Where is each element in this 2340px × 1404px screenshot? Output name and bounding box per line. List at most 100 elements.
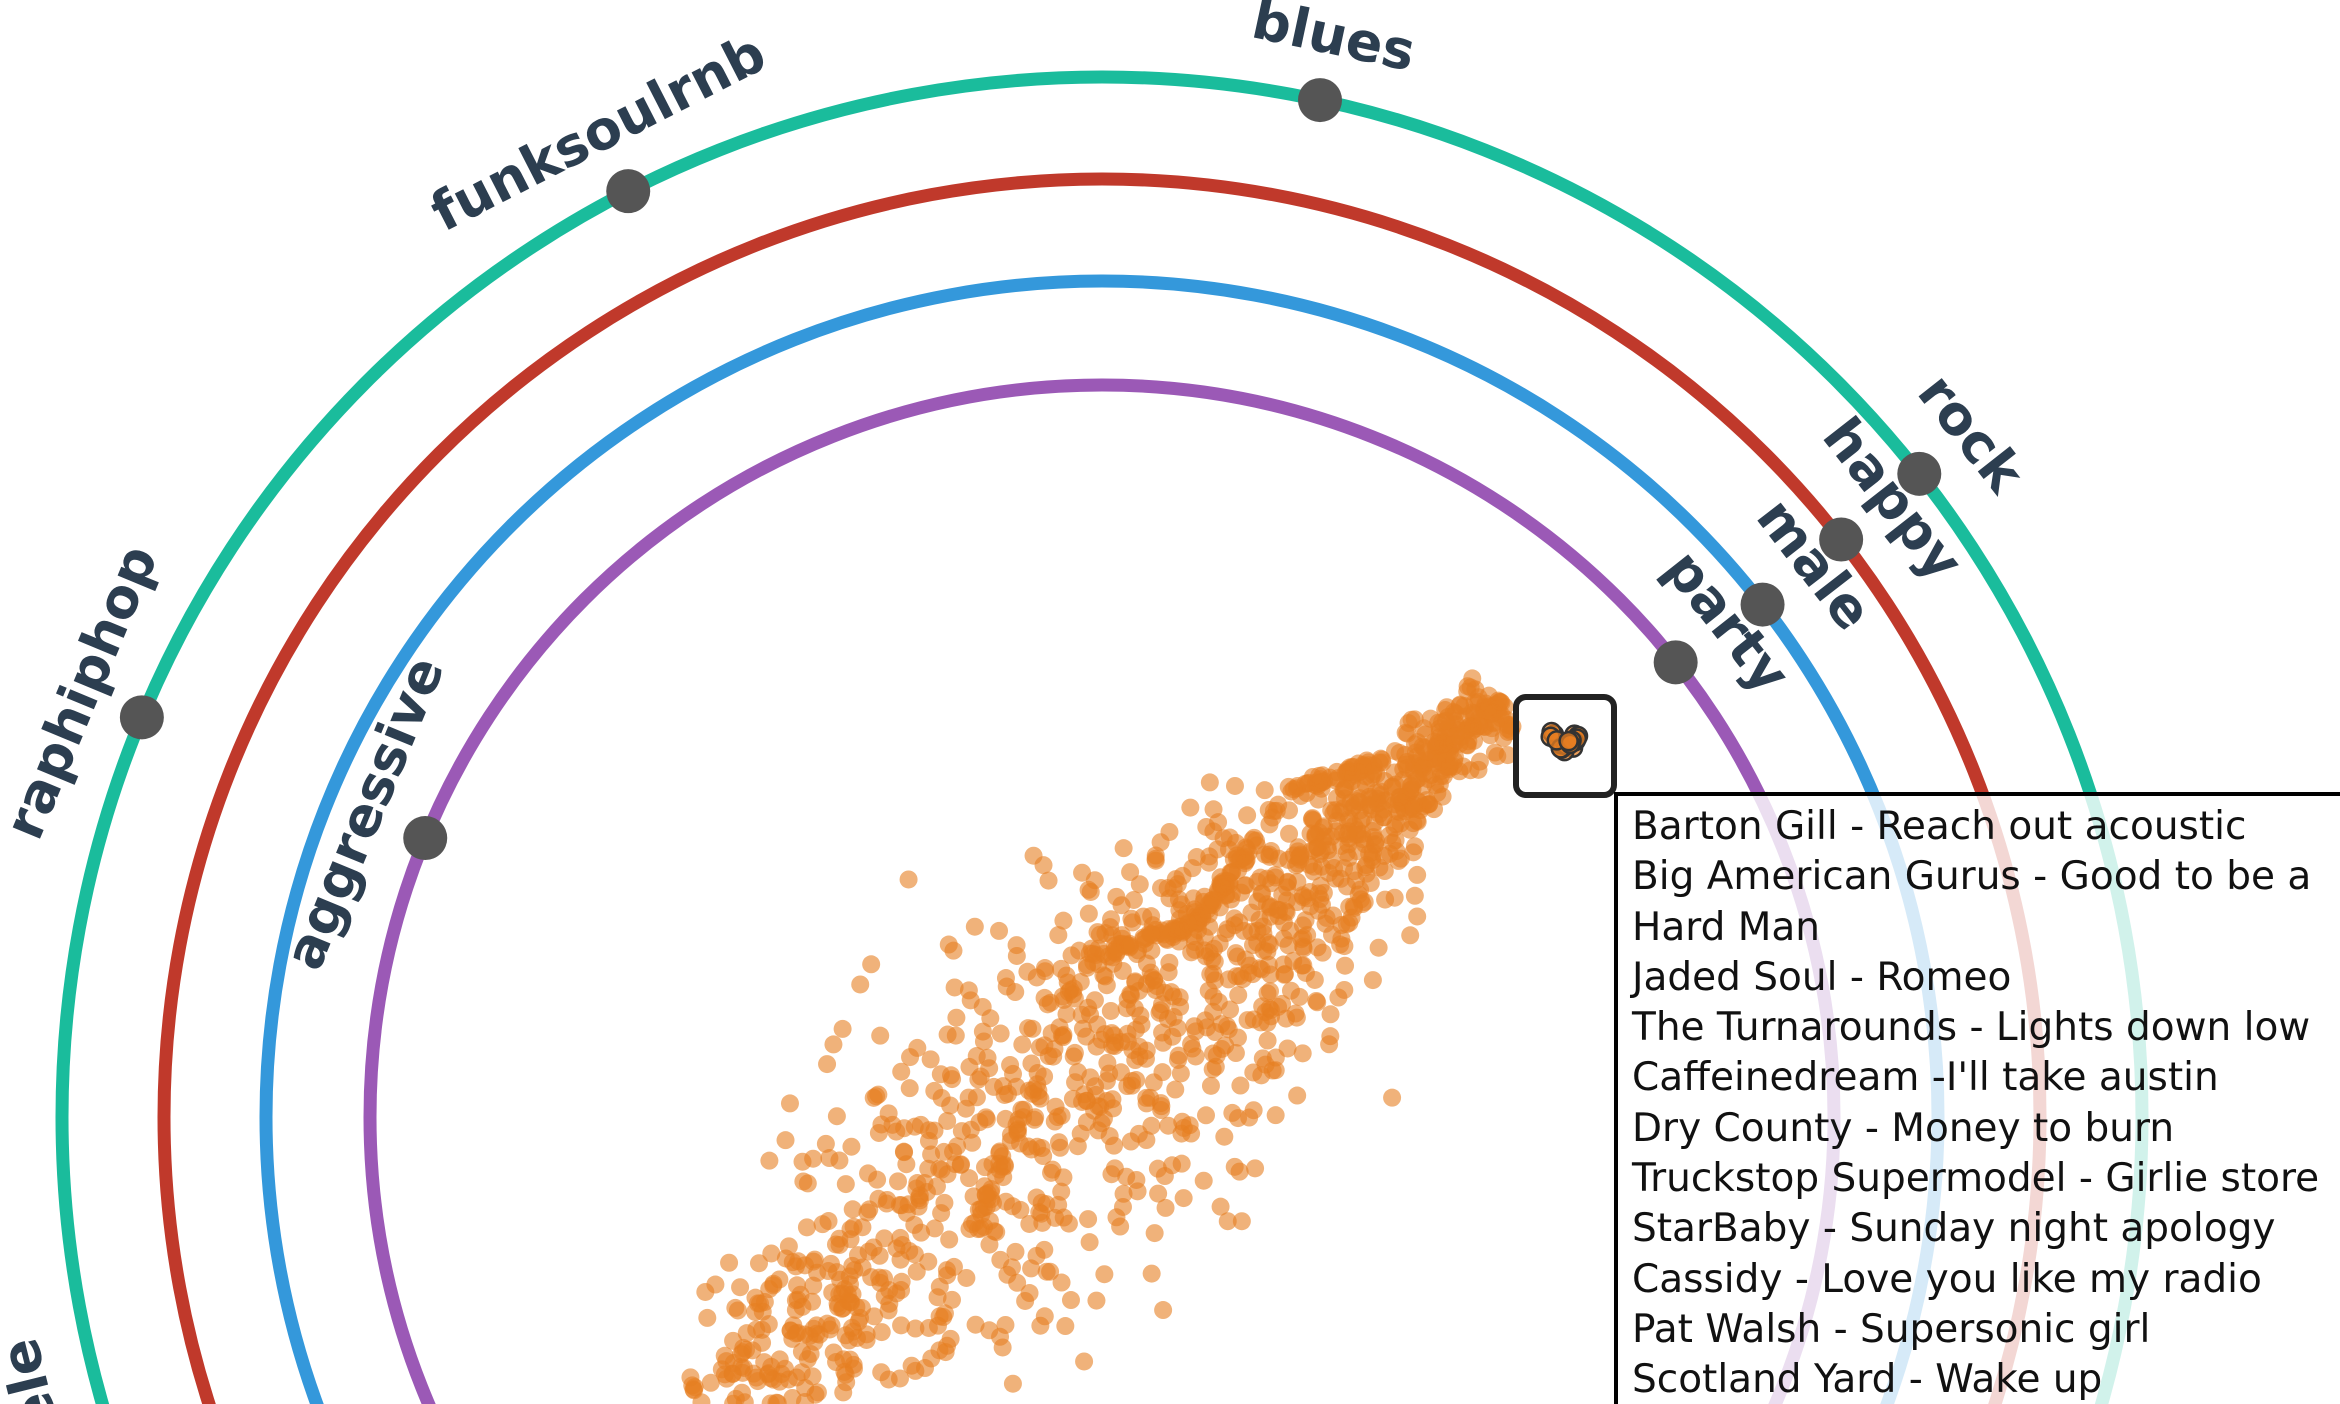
song-point[interactable]: [908, 1038, 927, 1057]
song-point[interactable]: [1321, 1005, 1340, 1024]
song-point[interactable]: [976, 1185, 995, 1204]
song-point[interactable]: [1107, 887, 1126, 906]
tag-handle[interactable]: [606, 169, 651, 214]
song-point[interactable]: [1173, 866, 1192, 885]
song-point[interactable]: [934, 1142, 953, 1161]
song-point[interactable]: [1065, 1043, 1084, 1062]
song-point[interactable]: [942, 1290, 961, 1309]
song-point[interactable]: [1280, 824, 1299, 843]
song-point[interactable]: [1051, 1138, 1070, 1157]
song-point[interactable]: [1008, 1273, 1027, 1292]
song-point[interactable]: [1152, 1097, 1171, 1116]
song-point[interactable]: [1421, 709, 1440, 728]
song-point[interactable]: [872, 1323, 891, 1342]
tag-handle[interactable]: [1653, 640, 1698, 685]
song-point[interactable]: [1156, 1198, 1175, 1217]
song-point[interactable]: [1403, 780, 1422, 799]
song-point[interactable]: [1488, 747, 1507, 766]
song-point[interactable]: [946, 1026, 965, 1045]
song-point[interactable]: [906, 1319, 925, 1338]
song-point[interactable]: [1258, 1031, 1277, 1050]
song-point[interactable]: [1318, 837, 1337, 856]
song-point[interactable]: [1340, 913, 1359, 932]
song-point[interactable]: [1006, 1242, 1025, 1261]
song-point[interactable]: [762, 1244, 781, 1263]
song-point[interactable]: [1002, 1258, 1021, 1277]
song-point[interactable]: [930, 1307, 949, 1326]
song-point[interactable]: [980, 1235, 999, 1254]
song-item[interactable]: Big American Gurus - Good to be a Hard M…: [1632, 854, 2312, 950]
song-point[interactable]: [701, 1373, 720, 1392]
song-point[interactable]: [749, 1254, 768, 1273]
song-point[interactable]: [1029, 1081, 1048, 1100]
song-point[interactable]: [969, 1200, 988, 1219]
song-point[interactable]: [833, 1299, 852, 1318]
song-point[interactable]: [1244, 1063, 1263, 1082]
song-point[interactable]: [715, 1365, 734, 1384]
song-point[interactable]: [1166, 1080, 1185, 1099]
song-point[interactable]: [808, 1383, 827, 1402]
song-point[interactable]: [919, 1252, 938, 1271]
song-point[interactable]: [961, 1120, 980, 1139]
song-point[interactable]: [1370, 858, 1389, 877]
song-point[interactable]: [1142, 1264, 1161, 1283]
song-point[interactable]: [768, 1394, 787, 1404]
song-point[interactable]: [1023, 1019, 1042, 1038]
song-point[interactable]: [779, 1237, 798, 1256]
song-point[interactable]: [787, 1368, 806, 1387]
song-point[interactable]: [928, 1288, 947, 1307]
song-point[interactable]: [1309, 774, 1328, 793]
song-point[interactable]: [1342, 762, 1361, 781]
song-point[interactable]: [798, 1350, 817, 1369]
song-point[interactable]: [724, 1331, 743, 1350]
song-point[interactable]: [959, 981, 978, 1000]
song-point[interactable]: [1281, 981, 1300, 1000]
song-point[interactable]: [1230, 1162, 1249, 1181]
song-point[interactable]: [1128, 1182, 1147, 1201]
song-point[interactable]: [980, 1321, 999, 1340]
selection-box[interactable]: [1513, 694, 1617, 798]
song-point[interactable]: [1144, 1073, 1163, 1092]
song-point[interactable]: [1169, 890, 1188, 909]
song-point[interactable]: [1258, 942, 1277, 961]
song-point[interactable]: [879, 1301, 898, 1320]
song-point[interactable]: [1287, 779, 1306, 798]
song-point[interactable]: [1142, 1116, 1161, 1135]
song-point[interactable]: [1042, 1163, 1061, 1182]
song-point[interactable]: [1171, 1064, 1190, 1083]
song-point[interactable]: [1238, 806, 1257, 825]
song-point[interactable]: [1245, 828, 1264, 847]
song-point[interactable]: [803, 1367, 822, 1386]
song-point[interactable]: [891, 1250, 910, 1269]
song-point[interactable]: [1160, 953, 1179, 972]
song-point[interactable]: [1437, 698, 1456, 717]
song-point[interactable]: [892, 1062, 911, 1081]
tag-handle[interactable]: [1897, 451, 1942, 496]
song-point[interactable]: [862, 955, 881, 974]
song-point[interactable]: [1558, 730, 1579, 752]
song-point[interactable]: [1201, 1076, 1220, 1095]
song-point[interactable]: [1154, 1033, 1173, 1052]
song-point[interactable]: [818, 1055, 837, 1074]
song-point[interactable]: [1098, 1053, 1117, 1072]
song-point[interactable]: [1363, 821, 1382, 840]
song-point[interactable]: [1126, 1051, 1145, 1070]
song-point[interactable]: [776, 1131, 795, 1150]
song-point[interactable]: [945, 978, 964, 997]
song-point[interactable]: [844, 1217, 863, 1236]
song-point[interactable]: [925, 1219, 944, 1238]
song-point[interactable]: [991, 1024, 1010, 1043]
song-point[interactable]: [1298, 889, 1317, 908]
song-point[interactable]: [1054, 1028, 1073, 1047]
song-point[interactable]: [1266, 1106, 1285, 1125]
tag-handle[interactable]: [403, 816, 448, 861]
song-point[interactable]: [681, 1368, 700, 1387]
song-point[interactable]: [1088, 923, 1107, 942]
song-point[interactable]: [1103, 1036, 1122, 1055]
song-point[interactable]: [1436, 711, 1455, 730]
song-point[interactable]: [1335, 859, 1354, 878]
song-point[interactable]: [1405, 886, 1424, 905]
song-point[interactable]: [932, 1204, 951, 1223]
song-point[interactable]: [995, 1085, 1014, 1104]
song-point[interactable]: [1425, 800, 1444, 819]
